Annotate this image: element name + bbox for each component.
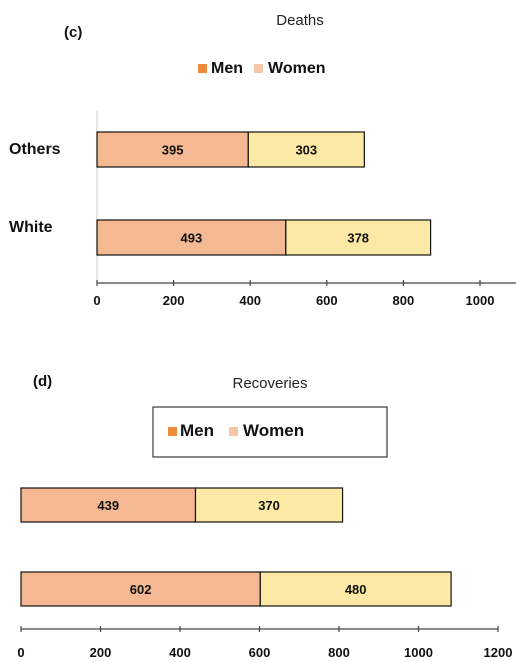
data-label-men-1: 493 xyxy=(181,231,203,246)
x-tick-label-3: 600 xyxy=(316,293,338,308)
data-label-women-1: 378 xyxy=(347,231,369,246)
data-label-men-0: 439 xyxy=(97,498,119,513)
x-tick-label-0: 0 xyxy=(93,293,100,308)
x-tick-label-5: 1000 xyxy=(404,645,433,660)
data-label-men-1: 602 xyxy=(130,582,152,597)
x-tick-label-6: 1200 xyxy=(484,645,513,660)
x-tick-label-2: 400 xyxy=(239,293,261,308)
legend-label-men: Men xyxy=(211,60,243,77)
x-tick-label-1: 200 xyxy=(163,293,185,308)
bar-women-0 xyxy=(247,131,365,168)
chart-title: Recoveries xyxy=(232,375,307,392)
data-label-men-0: 395 xyxy=(162,143,184,158)
legend-label-women: Women xyxy=(243,421,304,440)
legend-swatch-men xyxy=(168,427,177,436)
bar-women-1 xyxy=(285,219,432,256)
bar-women-1 xyxy=(259,571,452,607)
bar-women-0 xyxy=(194,487,344,523)
bar-men-1 xyxy=(96,219,287,256)
panel-label: (c) xyxy=(64,24,82,41)
x-tick-label-4: 800 xyxy=(328,645,350,660)
x-tick-label-3: 600 xyxy=(249,645,271,660)
x-tick-label-2: 400 xyxy=(169,645,191,660)
x-tick-label-4: 800 xyxy=(393,293,415,308)
legend-box xyxy=(152,406,388,458)
x-tick-label-5: 1000 xyxy=(466,293,495,308)
data-label-women-0: 370 xyxy=(258,498,280,513)
panel-label: (d) xyxy=(33,373,52,390)
data-label-women-0: 303 xyxy=(295,143,317,158)
bar-men-0 xyxy=(20,487,197,523)
legend-swatch-men xyxy=(198,64,207,73)
category-label-0: Others xyxy=(9,141,61,158)
legend-label-men: Men xyxy=(180,421,214,440)
chart-title: Deaths xyxy=(276,12,324,29)
legend-swatch-women xyxy=(229,427,238,436)
category-label-1: White xyxy=(9,219,53,236)
x-tick-label-1: 200 xyxy=(90,645,112,660)
chart-panel-1: (d) Recoveries Men Women 439 370 602 480 0 200 400… xyxy=(17,373,512,660)
legend-swatch-women xyxy=(254,64,263,73)
bar-men-1 xyxy=(20,571,261,607)
x-tick-label-0: 0 xyxy=(17,645,24,660)
data-label-women-1: 480 xyxy=(345,582,367,597)
legend-label-women: Women xyxy=(268,60,325,77)
chart-panel-0: (c) Deaths Men Women 395 303 Others 493 378 White… xyxy=(9,12,516,308)
